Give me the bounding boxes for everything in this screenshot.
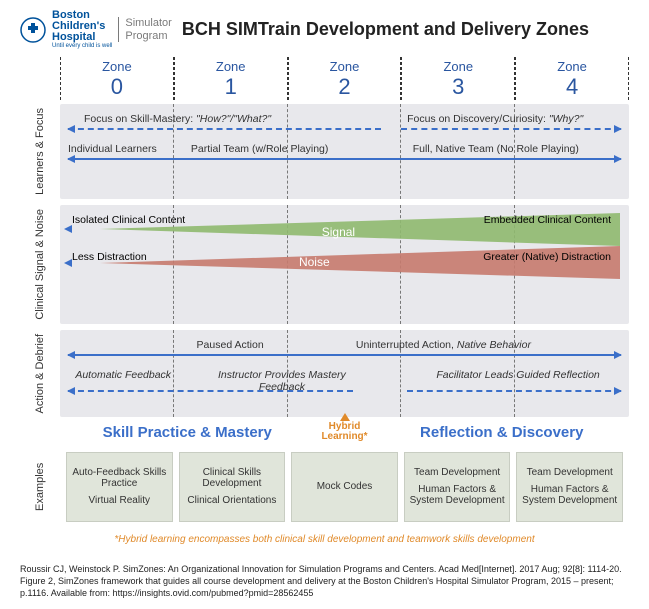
logo: BostonChildren'sHospital Until every chi… xyxy=(20,10,172,49)
signal-label: Signal xyxy=(322,225,355,239)
learners-row2-t2: Partial Team (w/Role Playing) xyxy=(191,143,329,155)
arrow-dashed-right xyxy=(401,128,621,130)
zone-col-2: Zone2 xyxy=(288,57,402,100)
citation: Roussir CJ, Weinstock P. SimZones: An Or… xyxy=(20,563,629,599)
learners-row2-t3: Full, Native Team (No Role Playing) xyxy=(413,143,579,155)
noise-label: Noise xyxy=(299,255,330,269)
greater-distraction-text: Greater (Native) Distraction xyxy=(483,251,611,263)
zones-header: Zone0 Zone1 Zone2 Zone3 Zone4 xyxy=(20,57,629,100)
action-row1-t2: Uninterrupted Action, Native Behavior xyxy=(356,339,531,351)
mode-skill-practice: Skill Practice & Mastery xyxy=(60,424,315,441)
example-box-0: Auto-Feedback Skills PracticeVirtual Rea… xyxy=(66,452,173,522)
arrow-dashed-action-left xyxy=(68,390,353,392)
embedded-text: Embedded Clinical Content xyxy=(484,214,611,226)
example-box-3: Team DevelopmentHuman Factors & System D… xyxy=(404,452,511,522)
section-label-clinical: Clinical Signal & Noise xyxy=(20,205,60,324)
example-box-2: Mock Codes xyxy=(291,452,398,522)
action-row2-t1: Automatic Feedback xyxy=(72,369,174,381)
page-title: BCH SIMTrain Development and Delivery Zo… xyxy=(182,19,629,40)
arrow-solid-action xyxy=(68,354,621,356)
action-row1-t1: Paused Action xyxy=(197,339,264,351)
section-learners-focus: Learners & Focus Focus on Skill-Mastery:… xyxy=(20,104,629,199)
section-examples: Examples Auto-Feedback Skills PracticeVi… xyxy=(20,446,629,528)
arrow-dashed-left xyxy=(68,128,381,130)
arrow-left-noise xyxy=(64,259,72,267)
zone-col-1: Zone1 xyxy=(174,57,288,100)
logo-program: SimulatorProgram xyxy=(118,17,171,41)
section-label-action: Action & Debrief xyxy=(20,330,60,417)
section-label-examples: Examples xyxy=(20,446,60,528)
less-distraction-text: Less Distraction xyxy=(72,251,147,263)
footnote: *Hybrid learning encompasses both clinic… xyxy=(20,534,629,545)
section-clinical-signal-noise: Clinical Signal & Noise Isolated Clinica… xyxy=(20,205,629,324)
modes-row: Skill Practice & Mastery HybridLearning*… xyxy=(20,423,629,442)
action-row2-t3: Facilitator Leads Guided Reflection xyxy=(418,369,617,381)
zone-col-0: Zone0 xyxy=(60,57,174,100)
zone-col-3: Zone3 xyxy=(401,57,515,100)
arrow-dashed-action-right xyxy=(407,390,621,392)
arrow-left-signal xyxy=(64,225,72,233)
learners-row2-t1: Individual Learners xyxy=(68,143,157,155)
section-action-debrief: Action & Debrief Paused Action Uninterru… xyxy=(20,330,629,417)
example-box-1: Clinical Skills DevelopmentClinical Orie… xyxy=(179,452,286,522)
header: BostonChildren'sHospital Until every chi… xyxy=(20,10,629,49)
learners-row1-right: Focus on Discovery/Curiosity: "Why?" xyxy=(407,113,583,125)
arrow-solid-full xyxy=(68,158,621,160)
logo-name: BostonChildren'sHospital xyxy=(52,10,112,43)
learners-row1-left: Focus on Skill-Mastery: "How?"/"What?" xyxy=(84,113,271,125)
mode-reflection-discovery: Reflection & Discovery xyxy=(375,424,630,441)
hybrid-arrow-icon xyxy=(340,413,350,421)
hybrid-learning-label: HybridLearning* xyxy=(315,423,375,442)
bch-logo-icon xyxy=(20,17,46,43)
example-box-4: Team DevelopmentHuman Factors & System D… xyxy=(516,452,623,522)
zone-col-4: Zone4 xyxy=(515,57,629,100)
section-label-learners: Learners & Focus xyxy=(20,104,60,199)
isolated-text: Isolated Clinical Content xyxy=(72,214,185,226)
logo-tagline: Until every child is well xyxy=(52,43,112,49)
